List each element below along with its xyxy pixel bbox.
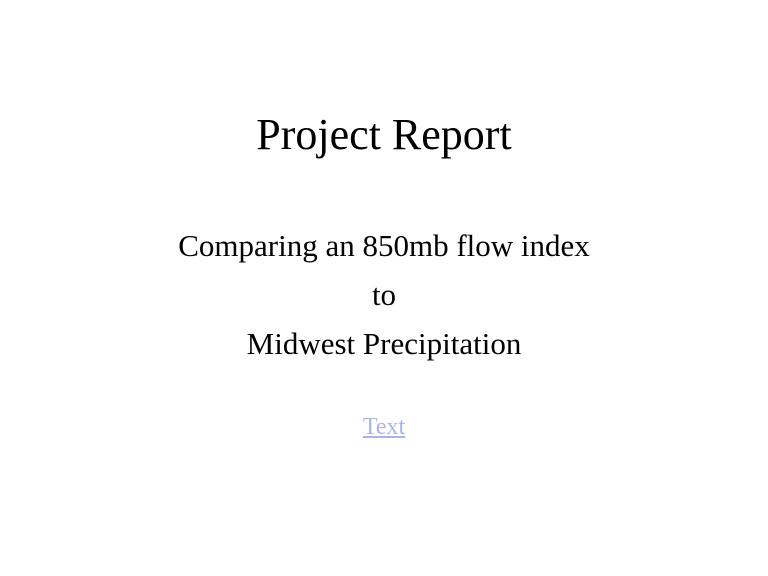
slide-subtitle: Comparing an 850mb flow index to Midwest… [0,221,768,368]
slide-title: Project Report [256,110,512,159]
text-link[interactable]: Text [362,414,406,440]
link-container: Text [0,412,768,442]
subtitle-line-1: Comparing an 850mb flow index [178,228,590,263]
subtitle-line-3: Midwest Precipitation [246,326,522,361]
subtitle-line-2: to [371,277,397,312]
